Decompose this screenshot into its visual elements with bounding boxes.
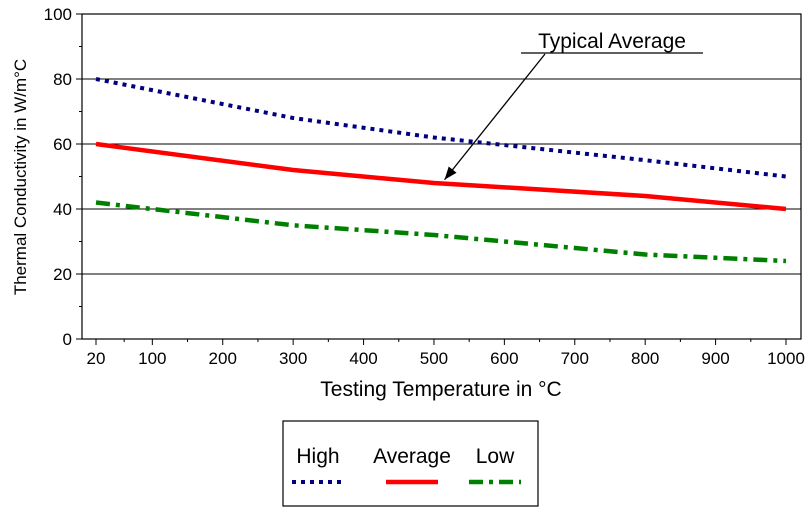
x-tick-label: 100 — [138, 349, 166, 368]
legend-label-low: Low — [476, 445, 515, 468]
y-axis-label: Thermal Conductivity in W/m°C — [11, 59, 30, 295]
y-tick-label: 100 — [44, 5, 72, 24]
y-tick-label: 80 — [53, 70, 72, 89]
x-tick-label: 20 — [87, 349, 106, 368]
legend-label-high: High — [296, 445, 339, 468]
x-tick-label: 700 — [561, 349, 589, 368]
x-tick-label: 800 — [631, 349, 659, 368]
legend-label-average: Average — [373, 445, 451, 468]
legend-box — [282, 420, 539, 507]
x-tick-label: 300 — [279, 349, 307, 368]
x-tick-label: 400 — [349, 349, 377, 368]
x-tick-label: 900 — [701, 349, 729, 368]
annotation-layer: Typical Average — [444, 30, 703, 181]
series-line-average — [95, 141, 787, 212]
series-line-high — [95, 77, 787, 179]
y-tick-label: 60 — [53, 135, 72, 154]
annotation-text: Typical Average — [538, 30, 686, 53]
y-tick-label: 20 — [53, 265, 72, 284]
y-tick-label: 0 — [63, 330, 72, 349]
plot-frame — [81, 13, 802, 340]
x-tick-label: 1000 — [767, 349, 805, 368]
annotation-arrowhead — [444, 166, 457, 180]
x-tick-label: 200 — [209, 349, 237, 368]
series-layer — [95, 77, 787, 264]
legend: High Average Low — [282, 420, 539, 507]
x-tick-label: 600 — [490, 349, 518, 368]
x-tick-label: 500 — [420, 349, 448, 368]
series-line-low — [95, 200, 787, 264]
x-axis-label: Testing Temperature in °C — [320, 378, 561, 401]
annotation-arrow — [444, 53, 546, 181]
grid-lines — [82, 78, 801, 275]
ticks-layer: 0 20 40 60 80 100 20 100 200 300 400 500 600 700 800 90… — [44, 5, 805, 368]
y-tick-label: 40 — [53, 200, 72, 219]
